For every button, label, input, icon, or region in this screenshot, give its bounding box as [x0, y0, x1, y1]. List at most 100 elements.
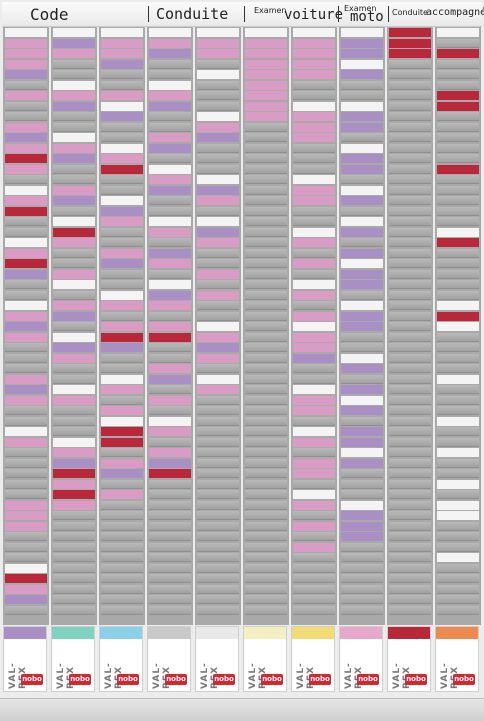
card-red[interactable]: [5, 259, 47, 268]
card-pink[interactable]: [101, 301, 143, 310]
card-purple[interactable]: [197, 227, 239, 237]
card-pink[interactable]: [5, 122, 47, 132]
card-purple[interactable]: [341, 196, 383, 205]
card-pink[interactable]: [293, 437, 335, 447]
card-white[interactable]: [341, 143, 383, 153]
card-pink[interactable]: [149, 322, 191, 331]
card-white[interactable]: [293, 427, 335, 436]
card-pink[interactable]: [197, 353, 239, 363]
card-pink[interactable]: [149, 364, 191, 373]
card-pink[interactable]: [5, 437, 47, 447]
card-white[interactable]: [437, 28, 479, 37]
card-purple[interactable]: [101, 206, 143, 216]
card-white[interactable]: [5, 238, 47, 247]
card-white[interactable]: [53, 133, 95, 142]
card-white[interactable]: [293, 490, 335, 499]
card-red[interactable]: [5, 206, 47, 216]
card-purple[interactable]: [5, 133, 47, 142]
card-white[interactable]: [197, 112, 239, 121]
card-purple[interactable]: [341, 521, 383, 531]
card-pink[interactable]: [149, 448, 191, 457]
card-red[interactable]: [437, 238, 479, 247]
card-pink[interactable]: [53, 479, 95, 489]
card-pink[interactable]: [53, 395, 95, 405]
card-pink[interactable]: [101, 490, 143, 499]
card-pink[interactable]: [245, 91, 287, 100]
card-purple[interactable]: [341, 458, 383, 468]
card-white[interactable]: [437, 448, 479, 457]
card-white[interactable]: [437, 301, 479, 310]
card-pink[interactable]: [101, 217, 143, 226]
card-red[interactable]: [149, 332, 191, 342]
card-purple[interactable]: [341, 154, 383, 163]
card-red[interactable]: [101, 164, 143, 174]
card-pink[interactable]: [245, 70, 287, 79]
card-white[interactable]: [53, 385, 95, 394]
card-purple[interactable]: [101, 112, 143, 121]
card-red[interactable]: [437, 49, 479, 58]
card-white[interactable]: [101, 374, 143, 384]
card-purple[interactable]: [149, 143, 191, 153]
card-purple[interactable]: [149, 101, 191, 111]
card-pink[interactable]: [149, 301, 191, 310]
card-purple[interactable]: [149, 49, 191, 58]
card-red[interactable]: [389, 28, 431, 37]
card-pink[interactable]: [197, 38, 239, 48]
card-white[interactable]: [341, 500, 383, 510]
card-white[interactable]: [245, 28, 287, 37]
card-purple[interactable]: [341, 227, 383, 237]
card-box[interactable]: VAL-REXnobo: [435, 626, 479, 692]
card-purple[interactable]: [341, 112, 383, 121]
card-white[interactable]: [5, 301, 47, 310]
card-pink[interactable]: [53, 185, 95, 195]
card-pink[interactable]: [197, 385, 239, 394]
card-white[interactable]: [5, 185, 47, 195]
card-purple[interactable]: [341, 38, 383, 48]
card-red[interactable]: [389, 38, 431, 48]
card-red[interactable]: [101, 332, 143, 342]
card-purple[interactable]: [101, 469, 143, 478]
card-white[interactable]: [53, 80, 95, 90]
card-white[interactable]: [53, 28, 95, 37]
card-white[interactable]: [197, 322, 239, 331]
card-purple[interactable]: [53, 343, 95, 352]
card-pink[interactable]: [53, 500, 95, 510]
card-purple[interactable]: [293, 353, 335, 363]
card-white[interactable]: [53, 280, 95, 289]
card-white[interactable]: [53, 217, 95, 226]
card-pink[interactable]: [293, 185, 335, 195]
card-purple[interactable]: [341, 164, 383, 174]
card-box[interactable]: VAL-REXnobo: [147, 626, 191, 692]
card-pink[interactable]: [101, 49, 143, 58]
card-pink[interactable]: [293, 469, 335, 478]
card-pink[interactable]: [293, 259, 335, 268]
card-pink[interactable]: [293, 542, 335, 552]
card-pink[interactable]: [5, 248, 47, 258]
card-purple[interactable]: [149, 248, 191, 258]
card-pink[interactable]: [293, 290, 335, 300]
card-pink[interactable]: [5, 91, 47, 100]
card-purple[interactable]: [53, 101, 95, 111]
card-pink[interactable]: [101, 385, 143, 394]
card-white[interactable]: [5, 427, 47, 436]
card-white[interactable]: [293, 175, 335, 184]
card-purple[interactable]: [53, 38, 95, 48]
card-pink[interactable]: [245, 112, 287, 121]
card-pink[interactable]: [293, 500, 335, 510]
card-white[interactable]: [197, 374, 239, 384]
card-white[interactable]: [293, 385, 335, 394]
card-purple[interactable]: [5, 70, 47, 79]
card-pink[interactable]: [101, 458, 143, 468]
card-white[interactable]: [341, 353, 383, 363]
card-pink[interactable]: [101, 38, 143, 48]
card-pink[interactable]: [197, 332, 239, 342]
card-purple[interactable]: [53, 311, 95, 321]
card-pink[interactable]: [293, 70, 335, 79]
card-white[interactable]: [149, 28, 191, 37]
card-white[interactable]: [101, 28, 143, 37]
card-white[interactable]: [293, 280, 335, 289]
card-pink[interactable]: [53, 238, 95, 247]
card-white[interactable]: [341, 301, 383, 310]
card-box[interactable]: VAL-REXnobo: [243, 626, 287, 692]
card-purple[interactable]: [101, 259, 143, 268]
